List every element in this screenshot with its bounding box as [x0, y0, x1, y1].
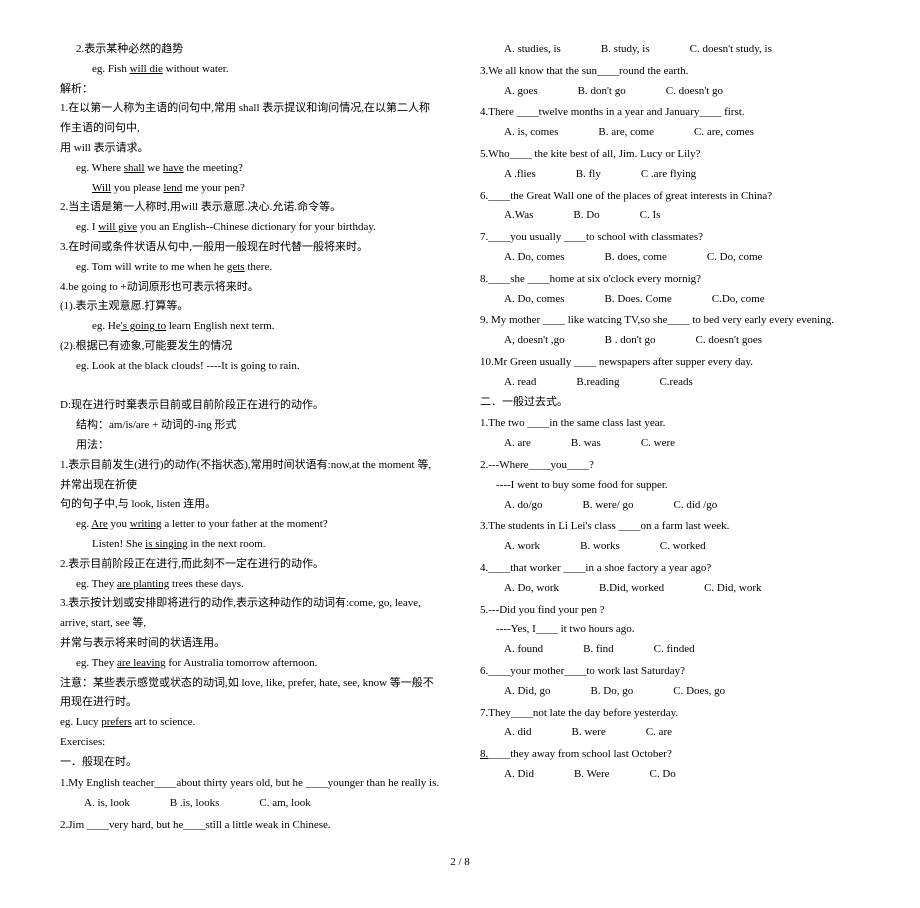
text: 用法：	[60, 436, 440, 456]
text: ----I went to buy some food for supper.	[480, 476, 860, 496]
text: eg. Tom will write to me when he gets th…	[60, 258, 440, 278]
question: 1.The two ____in the same class last yea…	[480, 414, 860, 434]
text: 2.表示目前阶段正在进行,而此刻不一定在进行的动作。	[60, 555, 440, 575]
text: (2).根据已有迹象,可能要发生的情况	[60, 337, 440, 357]
text: 3.表示按计划或安排即将进行的动作,表示这种动作的动词有:come, go, l…	[60, 594, 440, 634]
options: A. areB. wasC. were	[480, 434, 860, 454]
text: 一．般现在时。	[60, 753, 440, 773]
options: A. is, comesB. are, comeC. are, comes	[480, 123, 860, 143]
text: 句的句子中,与 look, listen 连用。	[60, 495, 440, 515]
question: 5.Who____ the kite best of all, Jim. Luc…	[480, 145, 860, 165]
options: A. is, lookB .is, looksC. am, look	[60, 794, 440, 814]
question: 8.____she ____home at six o'clock every …	[480, 270, 860, 290]
options: A, doesn't ,goB . don't goC. doesn't goe…	[480, 331, 860, 351]
options: A. Did, goB. Do, goC. Does, go	[480, 682, 860, 702]
text: eg. They are planting trees these days.	[60, 575, 440, 595]
question: 3.We all know that the sun____round the …	[480, 62, 860, 82]
question: 2.Jim ____very hard, but he____still a l…	[60, 816, 440, 836]
text: 1.表示目前发生(进行)的动作(不指状态),常用时间状语有:now,at the…	[60, 456, 440, 496]
question: 8.____they away from school last October…	[480, 745, 860, 765]
options: A. readB.readingC.reads	[480, 373, 860, 393]
question: 10.Mr Green usually ____ newspapers afte…	[480, 353, 860, 373]
question: 6.____the Great Wall one of the places o…	[480, 187, 860, 207]
question: 1.My English teacher____about thirty yea…	[60, 774, 440, 794]
text: Listen! She is singing in the next room.	[60, 535, 440, 555]
options: A. goesB. don't goC. doesn't go	[480, 82, 860, 102]
options: A. DidB. WereC. Do	[480, 765, 860, 785]
question: 2.---Where____you____?	[480, 456, 860, 476]
text: 1.在以第一人称为主语的问句中,常用 shall 表示提议和询问情况,在以第二人…	[60, 99, 440, 139]
question: 4.There ____twelve months in a year and …	[480, 103, 860, 123]
left-column: 2.表示某种必然的趋势 eg. Fish will die without wa…	[60, 40, 440, 836]
text: 4.be going to +动词原形也可表示将来时。	[60, 278, 440, 298]
question: 7.They____not late the day before yester…	[480, 704, 860, 724]
options: A. do/goB. were/ goC. did /go	[480, 496, 860, 516]
options: A. Do, comesB. does, comeC. Do, come	[480, 248, 860, 268]
options: A. workB. worksC. worked	[480, 537, 860, 557]
text: eg. Fish will die without water.	[60, 60, 440, 80]
text: 用 will 表示请求。	[60, 139, 440, 159]
text: (1).表示主观意愿.打算等。	[60, 297, 440, 317]
text: 解析：	[60, 80, 440, 100]
right-column: A. studies, isB. study, isC. doesn't stu…	[480, 40, 860, 836]
text: eg. Are you writing a letter to your fat…	[60, 515, 440, 535]
text: Will you please lend me your pen?	[60, 179, 440, 199]
text: eg. Where shall we have the meeting?	[60, 159, 440, 179]
options: A. foundB. findC. finded	[480, 640, 860, 660]
text: 3.在时间或条件状语从句中,一般用一般现在时代替一般将来时。	[60, 238, 440, 258]
options: A. Do, workB.Did, workedC. Did, work	[480, 579, 860, 599]
question: 7.____you usually ____to school with cla…	[480, 228, 860, 248]
question: 5.---Did you find your pen ?	[480, 601, 860, 621]
text: eg. I will give you an English--Chinese …	[60, 218, 440, 238]
question: 4.____that worker ____in a shoe factory …	[480, 559, 860, 579]
question: 6.____your mother____to work last Saturd…	[480, 662, 860, 682]
text: D:现在进行时棄表示目前或目前阶段正在进行的动作。	[60, 396, 440, 416]
options: A .fliesB. flyC .are flying	[480, 165, 860, 185]
text: 2.表示某种必然的趋势	[60, 40, 440, 60]
text: 结构：am/is/are + 动词的-ing 形式	[60, 416, 440, 436]
question: 9. My mother ____ like watcing TV,so she…	[480, 311, 860, 331]
options: A.WasB. DoC. Is	[480, 206, 860, 226]
section-heading: 二．一般过去式。	[480, 393, 860, 413]
text: eg. They are leaving for Australia tomor…	[60, 654, 440, 674]
text: 2.当主语是第一人称时,用will 表示意愿.决心.允诺.命令等。	[60, 198, 440, 218]
options: A. studies, isB. study, isC. doesn't stu…	[480, 40, 860, 60]
text: eg. Look at the black clouds! ----It is …	[60, 357, 440, 377]
text: eg. He's going to learn English next ter…	[60, 317, 440, 337]
text: Exercises:	[60, 733, 440, 753]
question: 3.The students in Li Lei's class ____on …	[480, 517, 860, 537]
page-number: 2 / 8	[60, 856, 860, 868]
text: eg. Lucy prefers art to science.	[60, 713, 440, 733]
text: 并常与表示将来时间的状语连用。	[60, 634, 440, 654]
text: ----Yes, I____ it two hours ago.	[480, 620, 860, 640]
text: 注意：某些表示感觉或状态的动词,如 love, like, prefer, ha…	[60, 674, 440, 714]
options: A. Do, comesB. Does. ComeC.Do, come	[480, 290, 860, 310]
options: A. didB. wereC. are	[480, 723, 860, 743]
